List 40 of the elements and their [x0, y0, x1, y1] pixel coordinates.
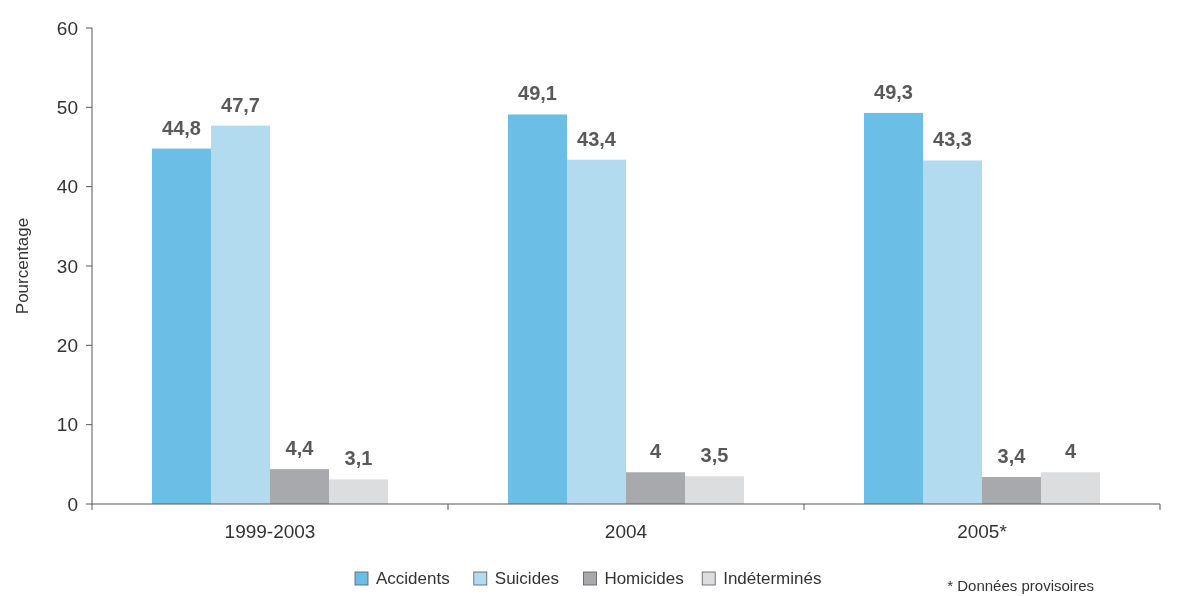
x-tick-label: 2004 — [604, 521, 648, 542]
bar — [508, 114, 567, 504]
bar — [982, 477, 1041, 504]
data-label: 43,4 — [577, 127, 617, 150]
data-label: 4 — [649, 440, 662, 463]
y-tick-label: 50 — [56, 96, 78, 118]
data-label: 4,4 — [285, 437, 315, 460]
y-tick-label: 20 — [56, 334, 78, 356]
bar — [270, 469, 329, 504]
data-label: 49,1 — [518, 82, 557, 105]
legend-label: Homicides — [604, 569, 684, 588]
bar — [329, 479, 388, 504]
y-tick-label: 0 — [67, 493, 78, 515]
y-axis-title: Pourcentage — [13, 217, 32, 315]
bar — [626, 472, 685, 504]
y-tick-label: 40 — [56, 176, 78, 198]
bar — [1041, 472, 1100, 504]
bar — [152, 148, 211, 504]
x-tick-label: 1999-2003 — [224, 521, 316, 542]
data-label: 47,7 — [221, 93, 260, 116]
bar — [685, 476, 744, 504]
text: * Données provisoires — [947, 577, 1094, 594]
data-label: 3,1 — [344, 447, 373, 470]
data-label: 43,3 — [933, 128, 972, 151]
data-label: 49,3 — [874, 80, 913, 103]
data-label: 44,8 — [162, 116, 201, 139]
y-tick-label: 10 — [56, 414, 78, 436]
bar — [567, 159, 626, 504]
legend-label: Suicides — [494, 569, 560, 588]
data-label: 4 — [1064, 440, 1077, 463]
data-label: 3,5 — [700, 444, 729, 467]
legend-label: Accidents — [376, 569, 450, 588]
bar — [211, 125, 270, 504]
legend-label: Indéterminés — [723, 569, 822, 588]
y-tick-label: 30 — [56, 255, 78, 277]
bar — [864, 112, 923, 504]
x-tick-label: 2005* — [957, 521, 1008, 542]
bar — [923, 160, 982, 504]
y-tick-label: 60 — [56, 17, 78, 39]
data-label: 3,4 — [997, 445, 1027, 468]
